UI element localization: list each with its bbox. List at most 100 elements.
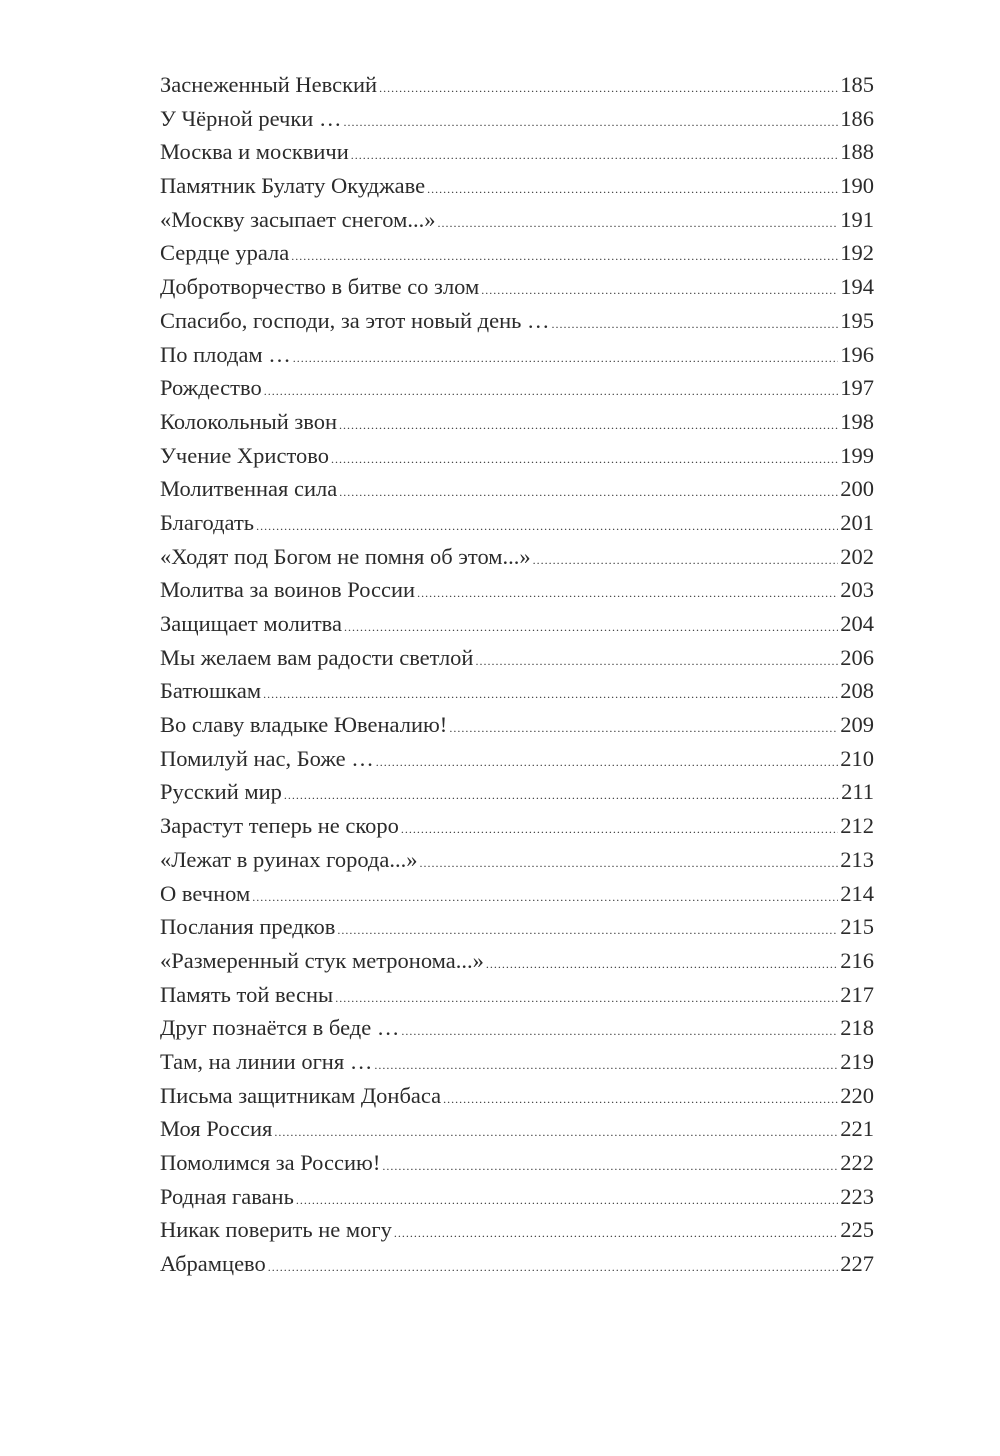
- dot-leader: [552, 317, 839, 332]
- toc-entry-page: 186: [840, 105, 874, 131]
- dot-leader: [337, 923, 838, 938]
- toc-entry: Послания предков 215: [160, 914, 874, 948]
- dot-leader: [419, 856, 838, 871]
- toc-entry-page: 209: [840, 712, 874, 738]
- dot-leader: [401, 1024, 838, 1039]
- toc-entry-page: 218: [840, 1015, 874, 1041]
- dot-leader: [376, 755, 839, 770]
- toc-entry-page: 223: [840, 1183, 874, 1209]
- toc-entry: Зарастут теперь не скоро 212: [160, 813, 874, 847]
- toc-entry: Абрамцево 227: [160, 1251, 874, 1285]
- toc-entry: Русский мир 211: [160, 779, 874, 813]
- toc-entry-page: 214: [840, 880, 874, 906]
- toc-entry: Молитва за воинов России 203: [160, 577, 874, 611]
- toc-entry: «Лежат в руинах города...» 213: [160, 847, 874, 881]
- toc-entry-title: Друг познаётся в беде …: [160, 1015, 400, 1041]
- dot-leader: [401, 822, 838, 837]
- toc-entry-title: Заснеженный Невский: [160, 72, 378, 97]
- toc-entry: Во славу владыке Ювеналию! 209: [160, 712, 874, 746]
- dot-leader: [291, 249, 838, 264]
- toc-entry: Родная гавань 223: [160, 1184, 874, 1218]
- toc-entry-page: 227: [840, 1251, 874, 1277]
- toc-entry-title: Добротворчество в битве со злом: [160, 274, 480, 300]
- dot-leader: [339, 418, 838, 433]
- toc-entry-title: Рождество: [160, 375, 262, 401]
- dot-leader: [481, 283, 838, 298]
- toc-entry-title: Учение Христово: [160, 442, 329, 468]
- toc-entry: Молитвенная сила 200: [160, 476, 874, 510]
- toc-entry: Колокольный звон 198: [160, 409, 874, 443]
- dot-leader: [296, 1193, 838, 1208]
- toc-entry-title: Послания предков: [160, 914, 336, 940]
- toc-entry: Мы желаем вам радости светлой 206: [160, 645, 874, 679]
- toc-entry: «Москву засыпает снегом...» 191: [160, 207, 874, 241]
- toc-entry-title: Абрамцево: [160, 1251, 266, 1277]
- toc-entry: Спасибо, господи, за этот новый день … 19…: [160, 308, 874, 342]
- dot-leader: [331, 452, 838, 467]
- toc-entry-page: 202: [840, 543, 874, 569]
- toc-entry: Сердце урала 192: [160, 240, 874, 274]
- toc-entry-title: Там, на линии огня …: [160, 1048, 373, 1074]
- toc-entry-title: Москва и москвичи: [160, 139, 349, 165]
- toc-entry: Помолимся за Россию! 222: [160, 1150, 874, 1184]
- toc-entry-title: Память той весны: [160, 981, 334, 1007]
- toc-entry-title: Зарастут теперь не скоро: [160, 813, 399, 839]
- toc-entry: Москва и москвичи 188: [160, 139, 874, 173]
- toc-entry-page: 185: [840, 72, 874, 97]
- toc-entry-title: Русский мир: [160, 779, 282, 805]
- toc-entry-page: 197: [840, 375, 874, 401]
- toc-entry-title: Помолимся за Россию!: [160, 1150, 381, 1175]
- dot-leader: [449, 721, 838, 736]
- dot-leader: [374, 1058, 838, 1073]
- toc-entry-title: Молитва за воинов России: [160, 577, 416, 603]
- toc-entry-page: 203: [840, 577, 874, 603]
- toc-entry-title: Моя Россия: [160, 1116, 273, 1142]
- dot-leader: [284, 788, 839, 803]
- toc-entry-title: Колокольный звон: [160, 408, 338, 434]
- toc-entry-page: 210: [840, 745, 874, 771]
- toc-entry-page: 200: [840, 476, 874, 502]
- toc-entry-page: 196: [840, 341, 874, 367]
- dot-leader: [263, 687, 838, 702]
- toc-entry: О вечном 214: [160, 881, 874, 915]
- dot-leader: [339, 485, 838, 500]
- toc-entry: Помилуй нас, Боже … 210: [160, 746, 874, 780]
- toc-entry-page: 201: [840, 509, 874, 535]
- toc-entry: Там, на линии огня … 219: [160, 1049, 874, 1083]
- dot-leader: [351, 148, 838, 163]
- toc-entry-title: Родная гавань: [160, 1183, 294, 1209]
- toc-entry-title: «Лежат в руинах города...»: [160, 846, 418, 872]
- toc-entry: Письма защитникам Донбаса 220: [160, 1083, 874, 1117]
- toc-entry: «Ходят под Богом не помня об этом...» 202: [160, 544, 874, 578]
- toc-entry-title: Сердце урала: [160, 240, 290, 266]
- toc-entry-page: 199: [840, 442, 874, 468]
- toc-entry-title: Во славу владыке Ювеналию!: [160, 712, 448, 738]
- toc-entry-page: 217: [840, 981, 874, 1007]
- toc-entry: Друг познаётся в беде … 218: [160, 1015, 874, 1049]
- toc-entry-page: 195: [840, 307, 874, 333]
- toc-entry: Добротворчество в битве со злом 194: [160, 274, 874, 308]
- toc-entry-page: 225: [840, 1217, 874, 1243]
- toc-entry-title: «Ходят под Богом не помня об этом...»: [160, 543, 531, 569]
- toc-entry-title: Спасибо, господи, за этот новый день …: [160, 307, 550, 333]
- toc-entry-title: У Чёрной речки …: [160, 105, 342, 131]
- dot-leader: [417, 586, 838, 601]
- toc-entry-title: Памятник Булату Окуджаве: [160, 173, 426, 199]
- toc-entry: Рождество 197: [160, 375, 874, 409]
- toc-entry-title: Письма защитникам Донбаса: [160, 1082, 442, 1108]
- dot-leader: [335, 991, 838, 1006]
- toc-entry-page: 198: [840, 408, 874, 434]
- dot-leader: [533, 553, 839, 568]
- toc-entry-page: 215: [840, 914, 874, 940]
- dot-leader: [268, 1260, 838, 1275]
- toc-entry-title: Батюшкам: [160, 678, 262, 704]
- toc-entry-title: «Размеренный стук метронома...»: [160, 947, 484, 973]
- toc-entry-title: Благодать: [160, 509, 255, 535]
- toc-entry-page: 211: [841, 779, 874, 805]
- toc-entry-page: 216: [840, 947, 874, 973]
- toc-entry-title: О вечном: [160, 880, 251, 906]
- toc-entry-page: 220: [840, 1082, 874, 1108]
- toc-entry: Защищает молитва 204: [160, 611, 874, 645]
- toc-entry-page: 194: [840, 274, 874, 300]
- dot-leader: [274, 1125, 838, 1140]
